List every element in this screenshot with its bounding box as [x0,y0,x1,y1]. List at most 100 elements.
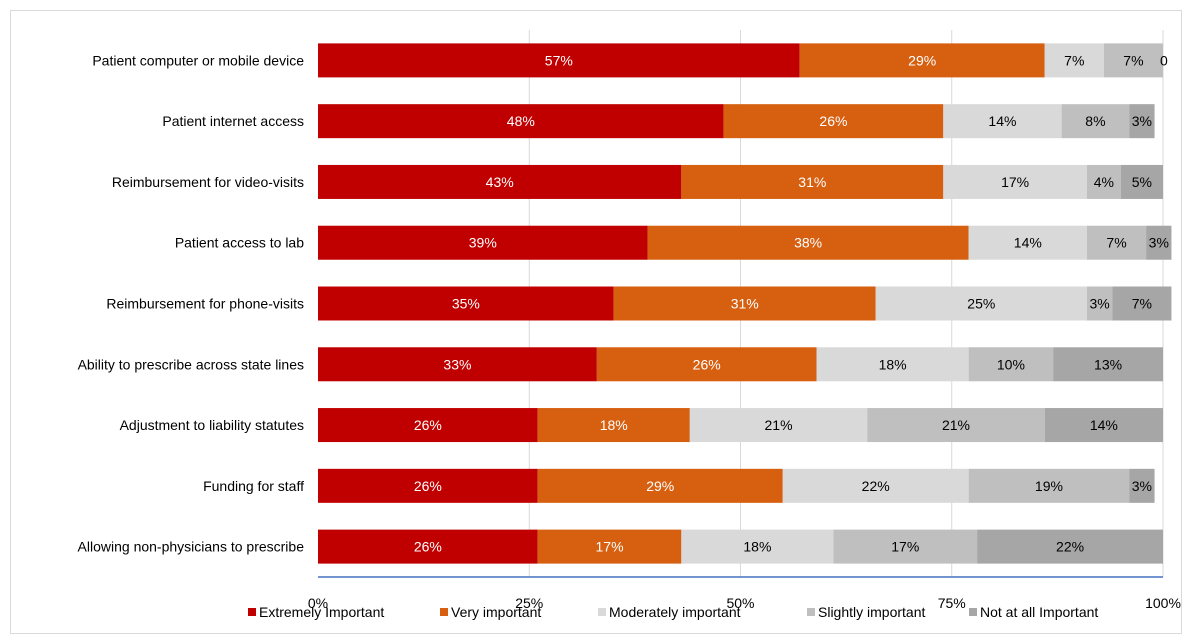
legend-swatch [598,608,606,616]
data-label: 3% [1132,113,1152,129]
legend-swatch [969,608,977,616]
bar-segment [318,468,538,503]
bar-segment [977,529,1163,564]
bar-segment [681,164,944,199]
data-label: 26% [414,539,442,555]
category-label: Reimbursement for phone-visits [106,296,304,312]
data-label: 14% [988,113,1016,129]
data-label: 18% [743,539,771,555]
bar-segment [1044,408,1163,443]
data-label: 19% [1035,478,1063,494]
data-label: 18% [600,417,628,433]
bar-segment [1044,43,1104,78]
data-label: 7% [1106,235,1126,251]
category-label: Patient access to lab [175,235,304,251]
data-label: 17% [596,539,624,555]
legend-swatch [807,608,815,616]
category-label: Allowing non-physicians to prescribe [78,539,305,555]
bar-segment [1129,104,1155,139]
bar-segment [723,104,944,139]
legend-label: Moderately important [609,604,741,620]
bar-segment [1112,286,1172,321]
data-label: 17% [1001,174,1029,190]
bar-segment [875,286,1087,321]
data-label: 25% [967,296,995,312]
bar-segment [318,104,724,139]
data-label: 31% [798,174,826,190]
data-label: 7% [1123,52,1143,68]
data-label: 5% [1132,174,1152,190]
bar-segment [1086,286,1113,321]
x-tick-label: 75% [938,595,966,611]
data-label: 10% [997,356,1025,372]
data-label: 17% [891,539,919,555]
x-tick-label: 50% [726,595,754,611]
data-label: 35% [452,296,480,312]
x-tick-label: 100% [1145,595,1181,611]
bar-segment [613,286,876,321]
bar-segment [1129,468,1155,503]
data-label: 22% [1056,539,1084,555]
bar-segment [681,529,834,564]
data-label: 0 [1160,52,1168,68]
data-label: 57% [545,52,573,68]
bar-segment [943,104,1062,139]
data-label: 14% [1014,235,1042,251]
data-label: 3% [1149,235,1169,251]
bar-segment [1146,225,1172,260]
data-label: 4% [1094,174,1114,190]
bar-segment [537,468,783,503]
legend-label: Slightly important [818,604,925,620]
data-label: 43% [486,174,514,190]
legend-label: Extremely Important [259,604,384,620]
bar-segment [318,43,800,78]
bar-segment [1086,225,1147,260]
bar-segment [1086,164,1121,199]
data-label: 3% [1132,478,1152,494]
data-label: 8% [1085,113,1105,129]
legend-label: Not at all Important [980,604,1098,620]
x-tick-label: 0% [308,595,328,611]
bar-segment [968,225,1087,260]
data-label: 29% [908,52,936,68]
bar-segment [867,408,1045,443]
legend-swatch [248,608,256,616]
data-label: 22% [862,478,890,494]
bar-segment [318,529,538,564]
data-label: 21% [942,417,970,433]
bar-segment [318,286,614,321]
data-label: 26% [414,417,442,433]
data-label: 26% [414,478,442,494]
bar-segment [968,347,1054,382]
bar-segment [318,347,597,382]
data-label: 7% [1132,296,1152,312]
bar-segment [318,225,648,260]
category-label: Patient internet access [162,113,304,129]
bar-segment [647,225,969,260]
data-label: 48% [507,113,535,129]
category-label: Ability to prescribe across state lines [78,356,304,372]
bar-segment [318,164,682,199]
data-label: 29% [646,478,674,494]
bar-segment [689,408,868,443]
bar-segment [1053,347,1163,382]
data-label: 13% [1094,356,1122,372]
category-label: Funding for staff [203,478,304,494]
bar-segment [782,468,969,503]
data-label: 3% [1090,296,1110,312]
legend-label: Very important [451,604,541,620]
category-label: Reimbursement for video-visits [112,174,304,190]
data-label: 21% [765,417,793,433]
bar-segment [816,347,969,382]
x-tick-label: 25% [515,595,543,611]
bar-segment [1120,164,1163,199]
bar-segment [1103,43,1163,78]
data-label: 14% [1090,417,1118,433]
data-label: 26% [819,113,847,129]
data-label: 33% [443,356,471,372]
data-label: 38% [794,235,822,251]
legend-swatch [440,608,448,616]
data-label: 18% [879,356,907,372]
data-label: 31% [731,296,759,312]
